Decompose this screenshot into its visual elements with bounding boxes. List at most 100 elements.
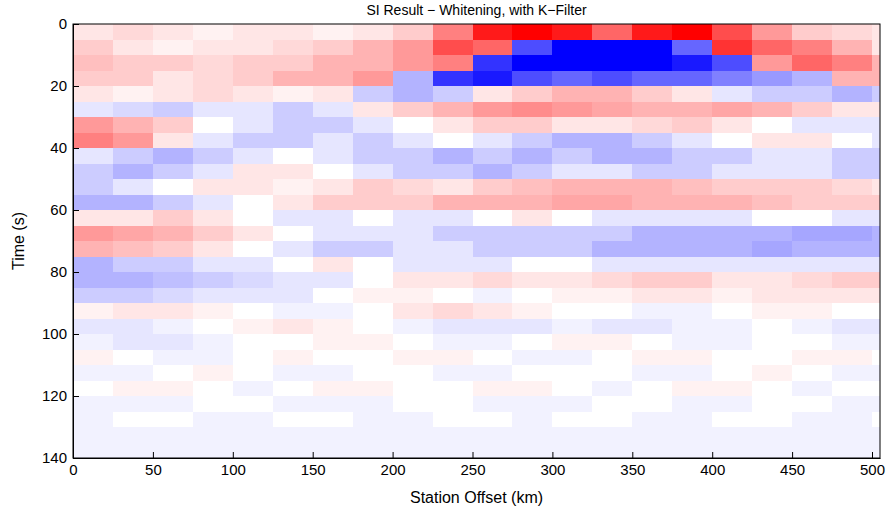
cell (433, 396, 473, 412)
cell (473, 396, 513, 412)
cell (433, 179, 473, 195)
cell (552, 272, 592, 288)
cell (872, 241, 880, 257)
cell (393, 241, 433, 257)
cell (752, 195, 792, 211)
cell (73, 381, 113, 397)
cell (752, 226, 792, 242)
cell (872, 412, 880, 428)
cell (273, 303, 313, 319)
cell (832, 334, 872, 350)
cell (872, 427, 880, 443)
cell (473, 164, 513, 180)
cell (672, 350, 712, 366)
cell (193, 303, 233, 319)
cell (592, 443, 632, 459)
cell (193, 195, 233, 211)
tick-label: 300 (540, 461, 565, 478)
cell (473, 272, 513, 288)
cell (712, 55, 752, 71)
cell (273, 350, 313, 366)
cell (632, 40, 672, 56)
cell (712, 86, 752, 102)
cell (313, 381, 353, 397)
cell (592, 257, 632, 273)
cell (193, 272, 233, 288)
cell (712, 257, 752, 273)
cell (792, 334, 832, 350)
tick-label: 500 (860, 461, 885, 478)
cell (433, 303, 473, 319)
cell (592, 86, 632, 102)
cell (832, 117, 872, 133)
cell (473, 350, 513, 366)
cell (153, 288, 193, 304)
cell (433, 117, 473, 133)
cell (592, 102, 632, 118)
cell (433, 381, 473, 397)
cell (353, 272, 393, 288)
cell (473, 40, 513, 56)
cell (512, 148, 552, 164)
cell (552, 241, 592, 257)
cell (632, 86, 672, 102)
cell (433, 195, 473, 211)
cell (632, 226, 672, 242)
cell (592, 210, 632, 226)
cell (433, 148, 473, 164)
cell (832, 272, 872, 288)
cell (552, 102, 592, 118)
cell (672, 71, 712, 87)
cell (872, 443, 880, 459)
cell (872, 350, 880, 366)
cell (832, 350, 872, 366)
tick-label: 100 (221, 461, 246, 478)
cell (672, 226, 712, 242)
cell (153, 303, 193, 319)
cell (712, 117, 752, 133)
cell (353, 427, 393, 443)
cell (592, 334, 632, 350)
cell (512, 443, 552, 459)
cell (752, 148, 792, 164)
cell (672, 241, 712, 257)
cell (752, 412, 792, 428)
cell (393, 117, 433, 133)
cell (73, 443, 113, 459)
cell (872, 117, 880, 133)
tick-label: 0 (59, 15, 67, 32)
tick: 40 (50, 139, 79, 156)
cell (193, 365, 233, 381)
cell (273, 319, 313, 335)
cell (193, 257, 233, 273)
cell (353, 117, 393, 133)
cell (712, 365, 752, 381)
cell (752, 427, 792, 443)
cell (233, 210, 273, 226)
cell (313, 148, 353, 164)
cell (752, 40, 792, 56)
cell (313, 412, 353, 428)
cell (73, 164, 113, 180)
cell (353, 164, 393, 180)
cell (233, 195, 273, 211)
cell (672, 24, 712, 40)
cell (73, 102, 113, 118)
cell (672, 179, 712, 195)
cell (433, 334, 473, 350)
cell (313, 102, 353, 118)
cell (73, 148, 113, 164)
cell (353, 257, 393, 273)
cell (113, 179, 153, 195)
tick: 0 (59, 15, 79, 32)
cell (273, 179, 313, 195)
tick: 80 (50, 263, 79, 280)
tick-label: 400 (700, 461, 725, 478)
cell (233, 350, 273, 366)
cell (712, 226, 752, 242)
cell (832, 427, 872, 443)
cell (153, 443, 193, 459)
cell (792, 288, 832, 304)
cell (872, 86, 880, 102)
cell (512, 412, 552, 428)
